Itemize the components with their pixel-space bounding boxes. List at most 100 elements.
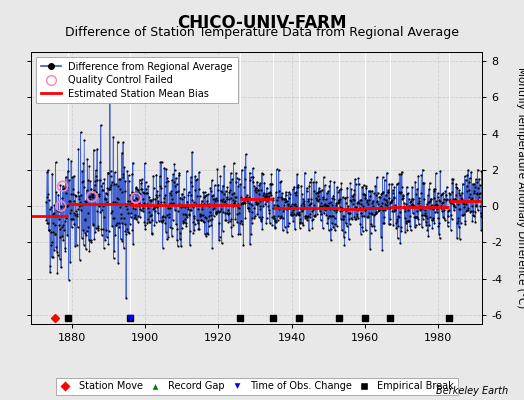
Point	[123, 226, 131, 232]
Point	[203, 198, 212, 204]
Point	[96, 158, 104, 165]
Point	[85, 194, 93, 200]
Point	[72, 201, 80, 207]
Point	[425, 186, 433, 192]
Point	[477, 226, 485, 233]
Point	[411, 222, 420, 228]
Point	[110, 248, 118, 254]
Point	[277, 178, 285, 184]
Point	[124, 172, 133, 178]
Point	[214, 208, 222, 214]
Point	[296, 220, 304, 226]
Point	[325, 200, 333, 206]
Point	[235, 176, 243, 182]
Point	[88, 192, 96, 198]
Point	[441, 204, 449, 210]
Point	[460, 200, 468, 207]
Point	[334, 197, 343, 203]
Point	[300, 201, 309, 207]
Point	[409, 203, 418, 210]
Point	[77, 129, 85, 136]
Point	[81, 198, 90, 204]
Point	[157, 185, 165, 191]
Point	[363, 197, 372, 204]
Point	[61, 245, 69, 252]
Point	[173, 237, 181, 244]
Point	[249, 179, 257, 186]
Point	[75, 203, 83, 209]
Point	[126, 198, 135, 204]
Point	[182, 212, 190, 218]
Point	[296, 216, 304, 223]
Point	[334, 200, 342, 206]
Point	[208, 193, 216, 199]
Point	[52, 248, 61, 255]
Point	[462, 183, 471, 189]
Point	[192, 201, 201, 207]
Point	[75, 193, 83, 200]
Point	[109, 198, 117, 205]
Point	[138, 202, 147, 208]
Point	[100, 245, 108, 251]
Point	[438, 200, 446, 206]
Point	[185, 242, 194, 248]
Point	[427, 196, 435, 202]
Point	[433, 202, 441, 208]
Point	[143, 200, 151, 207]
Point	[434, 230, 443, 237]
Point	[307, 201, 315, 207]
Point	[219, 196, 227, 202]
Point	[308, 217, 316, 223]
Point	[412, 208, 421, 214]
Point	[451, 204, 459, 210]
Point	[159, 244, 167, 251]
Point	[455, 187, 463, 193]
Point	[260, 196, 268, 202]
Point	[468, 212, 477, 218]
Point	[152, 172, 160, 178]
Point	[287, 211, 296, 218]
Point	[46, 263, 54, 269]
Point	[254, 190, 263, 197]
Point	[57, 203, 65, 209]
Point	[143, 190, 151, 196]
Point	[70, 210, 79, 217]
Point	[150, 222, 159, 228]
Point	[465, 179, 474, 185]
Point	[46, 268, 54, 275]
Point	[239, 200, 247, 206]
Point	[221, 210, 229, 216]
Point	[213, 209, 221, 216]
Point	[165, 201, 173, 208]
Point	[440, 217, 449, 223]
Point	[428, 224, 436, 231]
Point	[464, 166, 472, 173]
Point	[344, 206, 352, 212]
Point	[167, 224, 176, 231]
Point	[316, 203, 324, 209]
Point	[454, 224, 463, 230]
Point	[251, 185, 259, 191]
Point	[125, 229, 133, 236]
Point	[193, 193, 201, 199]
Point	[412, 214, 420, 220]
Point	[268, 214, 277, 220]
Point	[477, 214, 486, 220]
Point	[318, 202, 326, 209]
Point	[189, 230, 198, 236]
Point	[352, 181, 360, 188]
Point	[449, 176, 457, 183]
Point	[441, 204, 449, 210]
Point	[396, 171, 405, 177]
Point	[178, 224, 186, 231]
Point	[363, 214, 371, 220]
Point	[379, 188, 387, 195]
Point	[376, 206, 385, 212]
Point	[316, 217, 325, 223]
Point	[133, 186, 141, 192]
Point	[474, 207, 482, 214]
Point	[320, 174, 328, 180]
Point	[287, 211, 296, 217]
Point	[286, 204, 294, 210]
Point	[227, 215, 235, 222]
